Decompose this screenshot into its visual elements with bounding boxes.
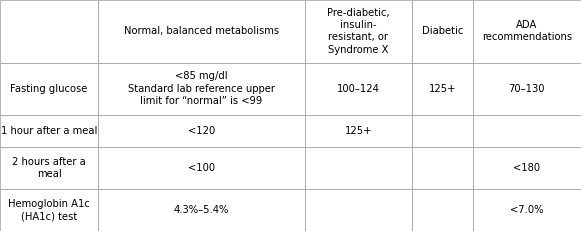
- Bar: [473, 189, 581, 231]
- Bar: [0, 63, 98, 115]
- Text: 1 hour after a meal: 1 hour after a meal: [1, 126, 98, 136]
- Bar: [412, 115, 473, 147]
- Text: ADA
recommendations: ADA recommendations: [482, 20, 572, 43]
- Bar: [305, 147, 412, 189]
- Text: <120: <120: [188, 126, 215, 136]
- Bar: [412, 189, 473, 231]
- Text: <85 mg/dl
Standard lab reference upper
limit for “normal” is <99: <85 mg/dl Standard lab reference upper l…: [128, 71, 275, 106]
- Text: 125+: 125+: [429, 84, 456, 94]
- Bar: [412, 63, 473, 115]
- Bar: [305, 0, 412, 63]
- Text: <180: <180: [514, 163, 540, 173]
- Bar: [305, 189, 412, 231]
- Bar: [98, 63, 305, 115]
- Text: 125+: 125+: [345, 126, 372, 136]
- Text: Pre-diabetic,
insulin-
resistant, or
Syndrome X: Pre-diabetic, insulin- resistant, or Syn…: [327, 8, 390, 55]
- Bar: [305, 147, 412, 189]
- Bar: [305, 63, 412, 115]
- Bar: [305, 189, 412, 231]
- Bar: [473, 189, 581, 231]
- Text: 2 hours after a
meal: 2 hours after a meal: [12, 157, 86, 179]
- Bar: [0, 147, 98, 189]
- Bar: [0, 0, 98, 63]
- Bar: [412, 0, 473, 63]
- Bar: [412, 63, 473, 115]
- Text: 70–130: 70–130: [508, 84, 545, 94]
- Bar: [98, 0, 305, 63]
- Bar: [412, 147, 473, 189]
- Text: <100: <100: [188, 163, 215, 173]
- Bar: [473, 63, 581, 115]
- Bar: [473, 0, 581, 63]
- Bar: [98, 147, 305, 189]
- Bar: [473, 115, 581, 147]
- Bar: [98, 189, 305, 231]
- Bar: [0, 115, 98, 147]
- Bar: [412, 115, 473, 147]
- Bar: [0, 147, 98, 189]
- Bar: [412, 0, 473, 63]
- Text: Fasting glucose: Fasting glucose: [10, 84, 88, 94]
- Bar: [305, 115, 412, 147]
- Bar: [0, 115, 98, 147]
- Text: 100–124: 100–124: [337, 84, 380, 94]
- Bar: [98, 63, 305, 115]
- Bar: [98, 115, 305, 147]
- Bar: [473, 63, 581, 115]
- Bar: [0, 189, 98, 231]
- Text: 4.3%–5.4%: 4.3%–5.4%: [174, 205, 229, 215]
- Bar: [305, 0, 412, 63]
- Bar: [305, 115, 412, 147]
- Bar: [98, 0, 305, 63]
- Text: <7.0%: <7.0%: [510, 205, 544, 215]
- Bar: [473, 115, 581, 147]
- Bar: [98, 189, 305, 231]
- Bar: [473, 147, 581, 189]
- Text: Diabetic: Diabetic: [422, 26, 463, 36]
- Bar: [98, 147, 305, 189]
- Bar: [473, 0, 581, 63]
- Bar: [98, 115, 305, 147]
- Text: Hemoglobin A1c
(HA1c) test: Hemoglobin A1c (HA1c) test: [8, 199, 90, 221]
- Bar: [0, 0, 98, 63]
- Text: Normal, balanced metabolisms: Normal, balanced metabolisms: [124, 26, 279, 36]
- Bar: [412, 147, 473, 189]
- Bar: [473, 147, 581, 189]
- Bar: [0, 189, 98, 231]
- Bar: [412, 189, 473, 231]
- Bar: [0, 63, 98, 115]
- Bar: [305, 63, 412, 115]
